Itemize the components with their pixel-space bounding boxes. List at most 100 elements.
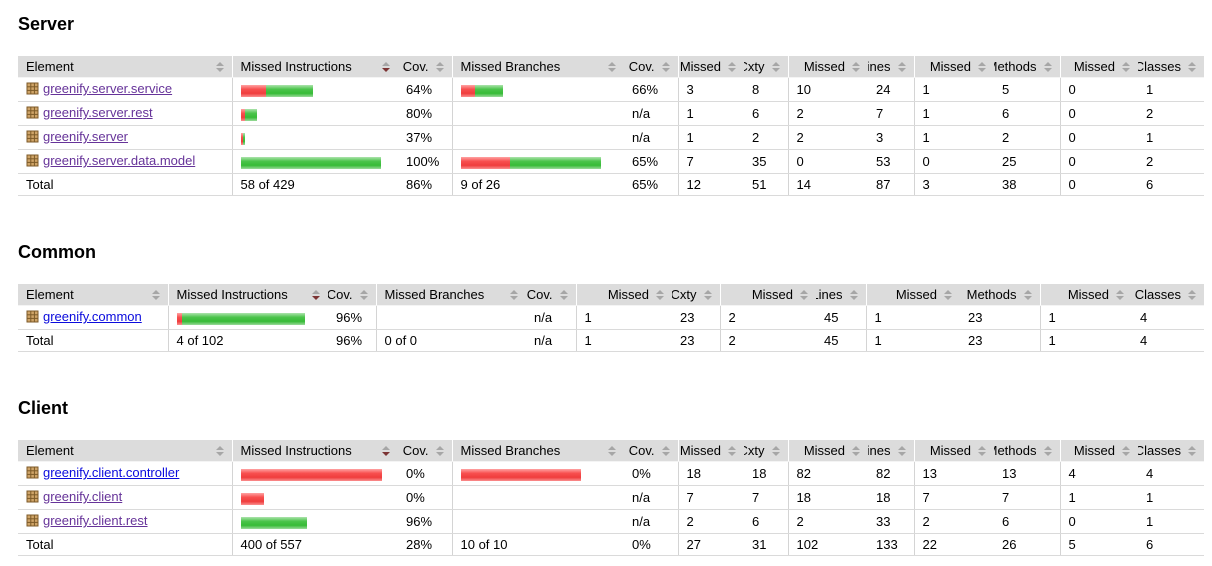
package-link[interactable]: greenify.client	[43, 489, 123, 504]
instruction-coverage-cell: 0%	[398, 461, 452, 486]
column-header-missed-9[interactable]: Missed	[913, 56, 994, 78]
column-header-lines-8[interactable]: Lines	[816, 284, 866, 306]
column-header-classes-12[interactable]: Classes	[1132, 284, 1204, 306]
column-header-lines-8[interactable]: Lines	[868, 56, 914, 78]
column-header-missedbranches-3[interactable]: Missed Branches	[451, 440, 624, 462]
column-header-methods-10[interactable]: Methods	[994, 440, 1060, 462]
total-branch-coverage-cell: n/a	[526, 329, 576, 352]
coverage-bar	[240, 108, 257, 121]
coverage-bar	[240, 156, 381, 169]
total-metric-cell-missed: 22	[913, 533, 994, 556]
column-header-element-0[interactable]: Element	[18, 56, 232, 78]
package-link[interactable]: greenify.common	[43, 309, 142, 324]
sort-asc-icon	[559, 289, 568, 294]
column-header-missed-9[interactable]: Missed	[913, 440, 994, 462]
column-header-missed-5[interactable]: Missed	[575, 284, 672, 306]
covered-bar-segment	[265, 84, 313, 97]
column-header-missed-11[interactable]: Missed	[1059, 440, 1138, 462]
column-header-missedbranches-3[interactable]: Missed Branches	[451, 56, 624, 78]
package-link[interactable]: greenify.server.service	[43, 81, 173, 96]
column-header-methods-10[interactable]: Methods	[994, 56, 1060, 78]
column-header-classes-12[interactable]: Classes	[1138, 440, 1204, 462]
missed-branches-bar-cell	[451, 77, 624, 102]
total-instruction-coverage-cell: 86%	[398, 173, 452, 196]
total-instruction-coverage-cell: 28%	[398, 533, 452, 556]
column-header-missedbranches-3[interactable]: Missed Branches	[375, 284, 526, 306]
sort-asc-icon	[978, 61, 986, 66]
sort-asc-icon	[359, 289, 368, 294]
sort-arrows-icon	[897, 445, 906, 456]
column-header-label: Cov.	[526, 287, 553, 302]
sort-arrows-icon	[1188, 445, 1196, 456]
column-header-cov-4[interactable]: Cov.	[624, 56, 678, 78]
sort-asc-icon	[728, 61, 736, 66]
metric-cell-missed: 10	[787, 77, 868, 102]
metric-cell-cxty: 8	[744, 77, 788, 102]
column-header-label: Missed Branches	[460, 59, 561, 74]
sort-arrows-icon	[849, 289, 858, 300]
sort-asc-icon	[661, 445, 670, 450]
sort-asc-icon	[1023, 289, 1032, 294]
sort-asc-icon	[1188, 445, 1196, 450]
package-link[interactable]: greenify.client.rest	[43, 513, 148, 528]
column-header-cxty-6[interactable]: Cxty	[672, 284, 720, 306]
package-link[interactable]: greenify.server.data.model	[43, 153, 196, 168]
column-header-element-0[interactable]: Element	[18, 284, 168, 306]
sort-desc-icon	[1188, 295, 1196, 300]
total-row: Total 400 of 557 28% 10 of 10 0% 27 31 102 133 22…	[18, 533, 1204, 556]
total-row: Total 58 of 429 86% 9 of 26 65% 12 51 14 87 3 38 0 6	[18, 173, 1204, 196]
table-row: greenify.server.rest 80% n/a 1 6 2 7 1 6 0 2	[18, 101, 1204, 126]
sort-desc-icon	[728, 67, 736, 72]
sort-arrows-icon	[559, 289, 568, 300]
coverage-report: Server Element Missed Instructions Cov. Mis…	[18, 14, 1204, 556]
column-header-methods-10[interactable]: Methods	[960, 284, 1040, 306]
column-header-cov-2[interactable]: Cov.	[398, 56, 452, 78]
branch-coverage-cell: n/a	[624, 125, 678, 150]
sort-asc-icon	[897, 445, 906, 450]
column-header-missed-7[interactable]: Missed	[787, 440, 868, 462]
column-header-missed-7[interactable]: Missed	[719, 284, 816, 306]
column-header-missed-7[interactable]: Missed	[787, 56, 868, 78]
total-label-cell: Total	[18, 533, 232, 556]
coverage-table-server: Element Missed Instructions Cov. Missed Bra…	[18, 56, 1204, 196]
metric-cell-missed: 0	[1059, 125, 1138, 150]
column-header-label: Cxty	[744, 59, 765, 74]
metric-cell-lines: 24	[868, 77, 914, 102]
column-header-missed-11[interactable]: Missed	[1039, 284, 1132, 306]
column-header-cxty-6[interactable]: Cxty	[744, 440, 788, 462]
column-header-classes-12[interactable]: Classes	[1138, 56, 1204, 78]
column-header-missedinstructions-1[interactable]: Missed Instructions	[167, 284, 328, 306]
covered-bar-segment	[181, 312, 305, 325]
sort-asc-icon	[800, 289, 808, 294]
column-header-cov-2[interactable]: Cov.	[328, 284, 376, 306]
column-header-cxty-6[interactable]: Cxty	[744, 56, 788, 78]
sort-desc-icon	[359, 295, 368, 300]
column-header-element-0[interactable]: Element	[18, 440, 232, 462]
coverage-bar	[240, 468, 382, 481]
column-header-missedinstructions-1[interactable]: Missed Instructions	[231, 56, 398, 78]
total-metric-cell-missed: 1	[865, 329, 960, 352]
total-metric-cell-missed: 1	[575, 329, 672, 352]
column-header-label: Element	[26, 287, 74, 302]
sort-asc-icon	[852, 61, 860, 66]
package-link[interactable]: greenify.server	[43, 129, 129, 144]
column-header-missed-11[interactable]: Missed	[1059, 56, 1138, 78]
sort-arrows-icon	[1023, 289, 1032, 300]
column-header-missed-5[interactable]: Missed	[677, 440, 744, 462]
column-header-missedinstructions-1[interactable]: Missed Instructions	[231, 440, 398, 462]
column-header-missed-9[interactable]: Missed	[865, 284, 960, 306]
column-header-lines-8[interactable]: Lines	[868, 440, 914, 462]
total-missed-instructions-cell: 4 of 102	[167, 329, 328, 352]
column-header-cov-2[interactable]: Cov.	[398, 440, 452, 462]
column-header-label: Missed	[1073, 443, 1115, 458]
column-header-cov-4[interactable]: Cov.	[624, 440, 678, 462]
package-link[interactable]: greenify.client.controller	[43, 465, 180, 480]
column-header-label: Classes	[1134, 287, 1181, 302]
column-header-cov-4[interactable]: Cov.	[526, 284, 576, 306]
column-header-missed-5[interactable]: Missed	[677, 56, 744, 78]
metric-cell-missed: 1	[865, 305, 960, 330]
sort-arrows-icon	[215, 445, 224, 456]
instruction-coverage-cell: 96%	[398, 509, 452, 534]
branch-coverage-cell: 66%	[624, 77, 678, 102]
package-link[interactable]: greenify.server.rest	[43, 105, 153, 120]
